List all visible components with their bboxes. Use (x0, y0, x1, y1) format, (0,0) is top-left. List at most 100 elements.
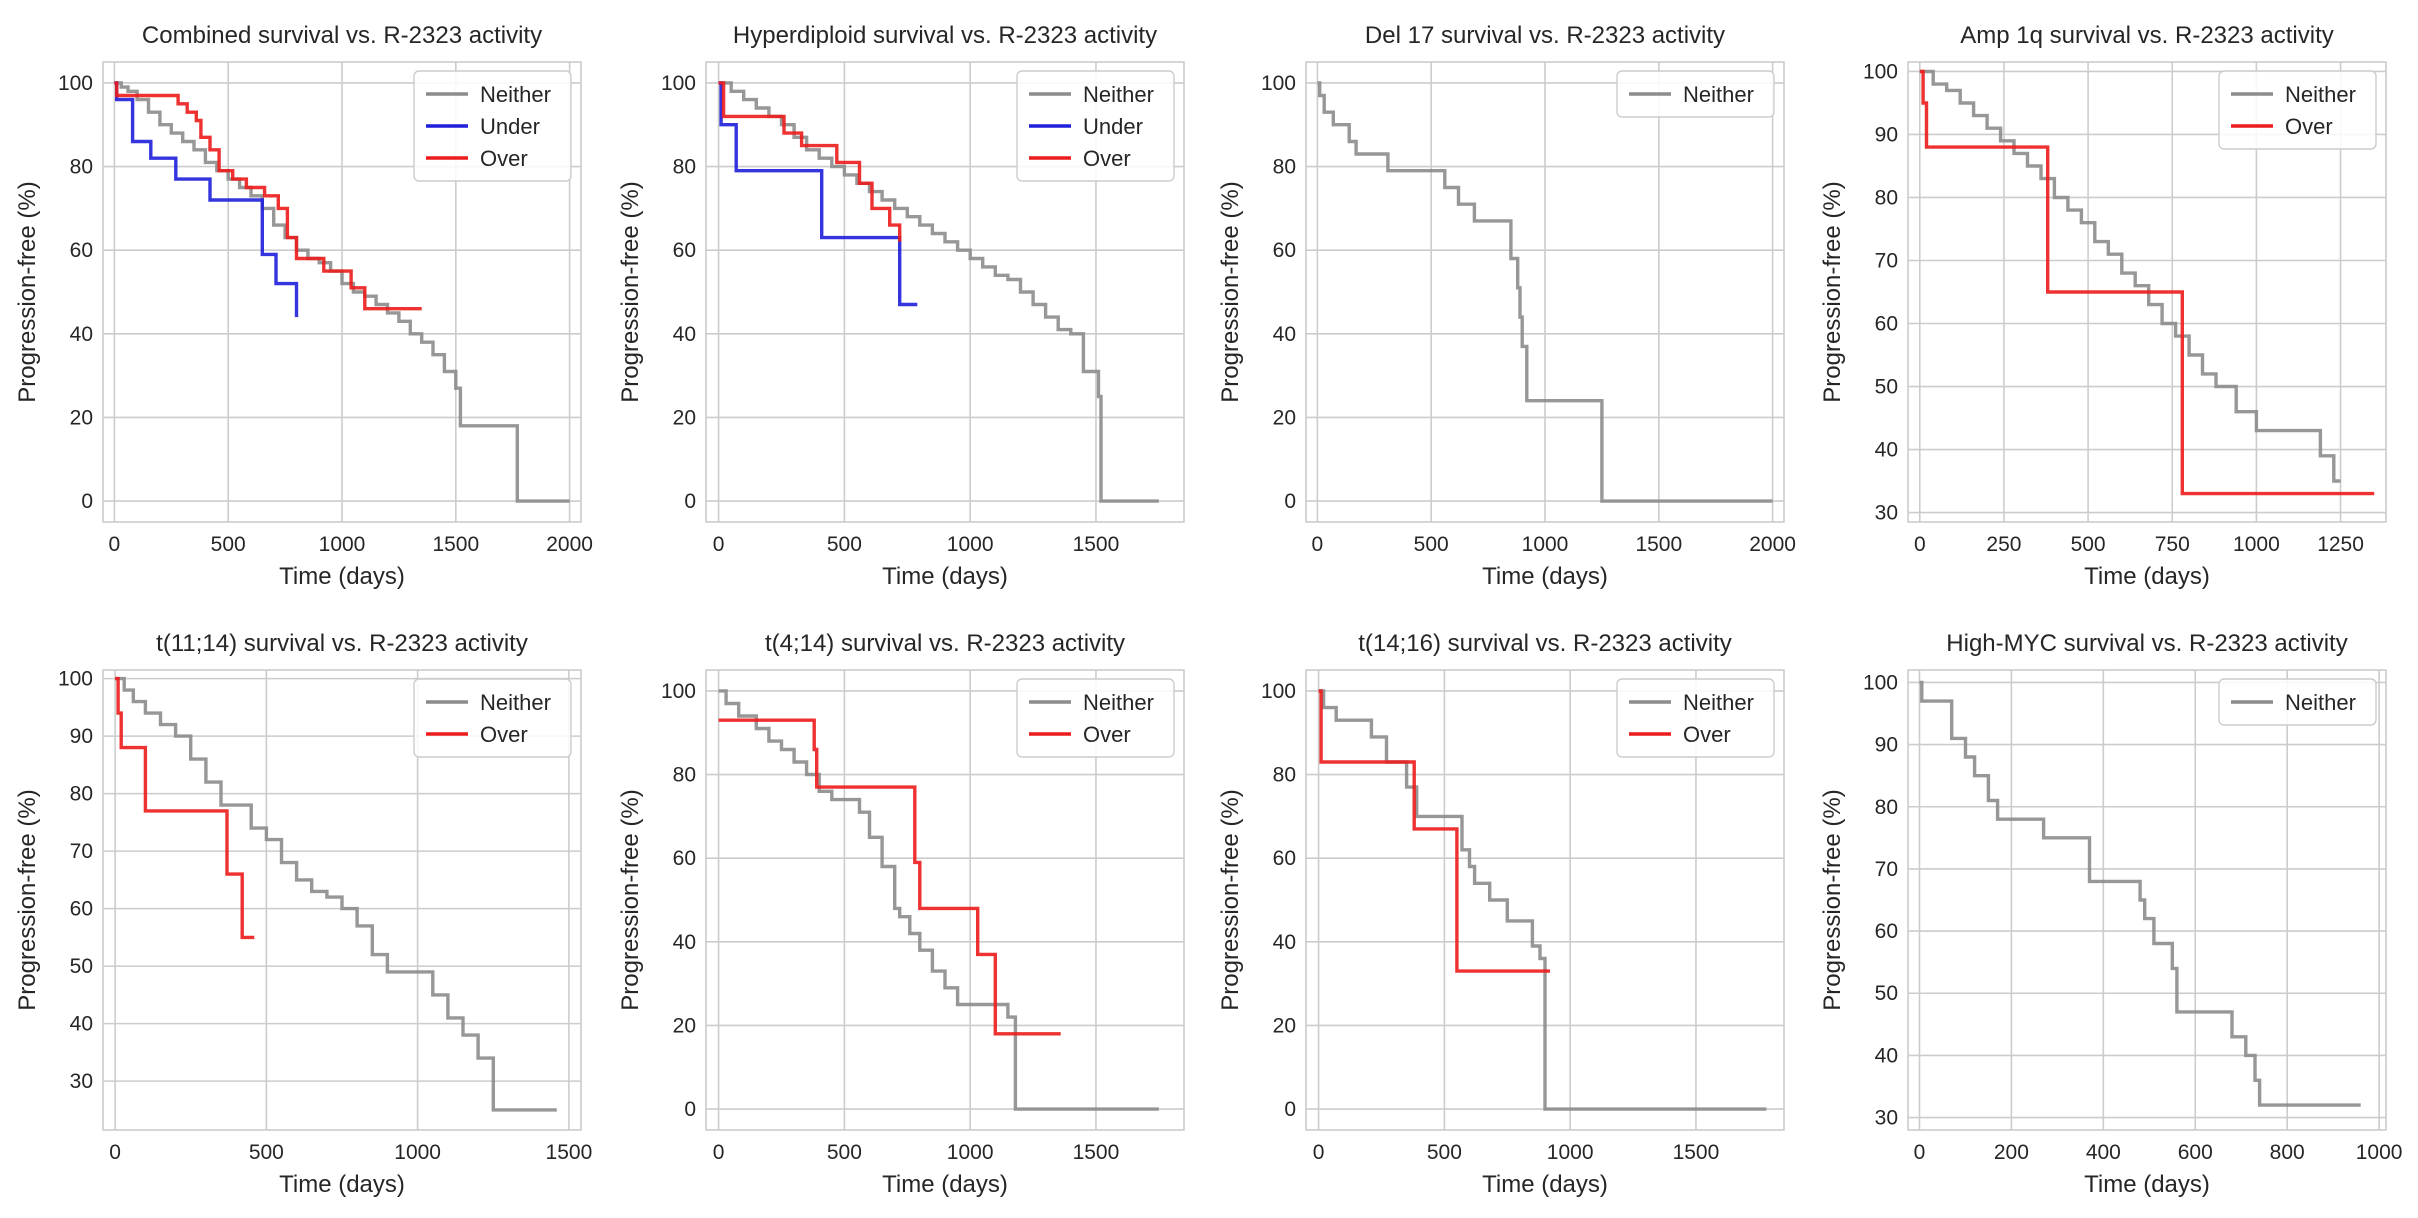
x-tick-label: 1250 (2317, 533, 2364, 556)
legend-label: Over (480, 722, 528, 747)
y-tick-label: 80 (1273, 764, 1296, 787)
y-tick-label: 90 (1875, 123, 1898, 146)
y-tick-label: 100 (58, 72, 93, 95)
series-line-neither (115, 676, 557, 1112)
chart-title: Combined survival vs. R-2323 activity (142, 22, 542, 49)
x-axis-label: Time (days) (2084, 1171, 2210, 1198)
x-tick-label: 200 (1994, 1141, 2029, 1164)
legend: Neither Under Over (1016, 70, 1175, 182)
legend-label: Neither (1683, 690, 1754, 715)
legend-label: Neither (1083, 690, 1154, 715)
y-tick-label: 60 (673, 239, 696, 262)
y-tick-label: 40 (70, 1013, 93, 1036)
y-tick-label: 70 (70, 840, 93, 863)
y-axis-label: Progression-free (%) (1819, 789, 1846, 1010)
legend-label: Over (1083, 146, 1131, 171)
plot-frame (1305, 669, 1785, 1131)
x-tick-label: 1000 (1522, 533, 1569, 556)
y-tick-label: 0 (684, 490, 696, 513)
x-axis-label: Time (days) (1482, 563, 1608, 590)
y-tick-label: 80 (673, 156, 696, 179)
y-tick-label: 50 (1875, 982, 1898, 1005)
chart-title: Del 17 survival vs. R-2323 activity (1365, 22, 1725, 49)
x-tick-label: 500 (249, 1141, 284, 1164)
y-tick-label: 40 (1875, 439, 1898, 462)
series-line-over (114, 81, 422, 311)
x-tick-label: 0 (1914, 533, 1926, 556)
y-tick-label: 60 (70, 239, 93, 262)
chart-title: Amp 1q survival vs. R-2323 activity (1960, 22, 2333, 49)
chart-title: t(14;16) survival vs. R-2323 activity (1358, 630, 1731, 657)
legend: Neither Over (2218, 70, 2377, 150)
legend-label: Neither (480, 82, 551, 107)
legend-label: Neither (480, 690, 551, 715)
legend-box (2218, 678, 2377, 726)
x-tick-label: 2000 (1749, 533, 1796, 556)
series-line-under (114, 81, 299, 318)
chart-panel-1: 0 500 1000 1500 2000 0 20 40 60 80 100 Time (days) P… (14, 22, 593, 590)
x-tick-label: 1500 (546, 1141, 593, 1164)
y-tick-label: 60 (1875, 920, 1898, 943)
y-tick-label: 100 (661, 680, 696, 703)
x-tick-label: 0 (109, 1141, 121, 1164)
x-tick-label: 1000 (947, 533, 994, 556)
plot-frame (102, 669, 582, 1131)
series-line-over (115, 676, 255, 940)
y-tick-label: 60 (1875, 313, 1898, 336)
x-tick-label: 500 (827, 533, 862, 556)
y-tick-label: 50 (1875, 376, 1898, 399)
y-tick-label: 80 (1273, 156, 1296, 179)
legend: Neither Over (1616, 678, 1775, 758)
y-tick-label: 60 (1273, 239, 1296, 262)
chart-panel-2: 0 500 1000 1500 0 20 40 60 80 100 Time (days) Progr… (617, 22, 1185, 590)
legend: Neither (2218, 678, 2377, 726)
chart-panel-5: 0 500 1000 1500 30 40 50 60 70 80 90 100 Time (days)… (14, 630, 592, 1198)
x-tick-label: 400 (2086, 1141, 2121, 1164)
legend-label: Over (2285, 114, 2333, 139)
legend-label: Neither (2285, 690, 2356, 715)
plot-frame (705, 61, 1185, 523)
x-tick-label: 750 (2155, 533, 2190, 556)
x-axis-label: Time (days) (882, 563, 1008, 590)
x-tick-label: 2000 (546, 533, 593, 556)
series-line-over (1919, 69, 2375, 496)
y-tick-label: 0 (81, 490, 93, 513)
chart-title: Hyperdiploid survival vs. R-2323 activit… (733, 22, 1157, 49)
x-tick-label: 250 (1986, 533, 2021, 556)
y-tick-label: 50 (70, 955, 93, 978)
y-tick-label: 40 (1875, 1044, 1898, 1067)
y-tick-label: 20 (673, 1014, 696, 1037)
y-tick-label: 90 (1875, 734, 1898, 757)
legend: Neither Over (413, 678, 572, 758)
y-tick-label: 0 (1284, 490, 1296, 513)
y-tick-label: 60 (1273, 847, 1296, 870)
y-tick-label: 100 (1863, 671, 1898, 694)
y-axis-label: Progression-free (%) (617, 181, 644, 402)
legend-label: Over (1083, 722, 1131, 747)
y-tick-label: 0 (684, 1098, 696, 1121)
x-tick-label: 500 (1414, 533, 1449, 556)
x-tick-label: 1000 (2356, 1141, 2403, 1164)
x-tick-label: 0 (713, 533, 725, 556)
y-tick-label: 40 (673, 323, 696, 346)
y-tick-label: 80 (70, 783, 93, 806)
x-tick-label: 500 (1427, 1141, 1462, 1164)
legend-label: Over (480, 146, 528, 171)
x-axis-label: Time (days) (279, 1171, 405, 1198)
y-axis-label: Progression-free (%) (1819, 181, 1846, 402)
x-tick-label: 500 (827, 1141, 862, 1164)
y-tick-label: 0 (1284, 1098, 1296, 1121)
series-line-neither (718, 689, 1159, 1111)
legend: Neither (1616, 70, 1775, 118)
x-axis-label: Time (days) (882, 1171, 1008, 1198)
y-axis-label: Progression-free (%) (1217, 789, 1244, 1010)
plot-frame (705, 669, 1185, 1131)
x-axis-label: Time (days) (2084, 563, 2210, 590)
y-tick-label: 40 (673, 931, 696, 954)
y-tick-label: 40 (1273, 931, 1296, 954)
legend-box (1616, 678, 1775, 758)
y-tick-label: 80 (70, 156, 93, 179)
y-tick-label: 80 (1875, 186, 1898, 209)
series-line-neither (718, 81, 1159, 503)
y-tick-label: 100 (1863, 60, 1898, 83)
